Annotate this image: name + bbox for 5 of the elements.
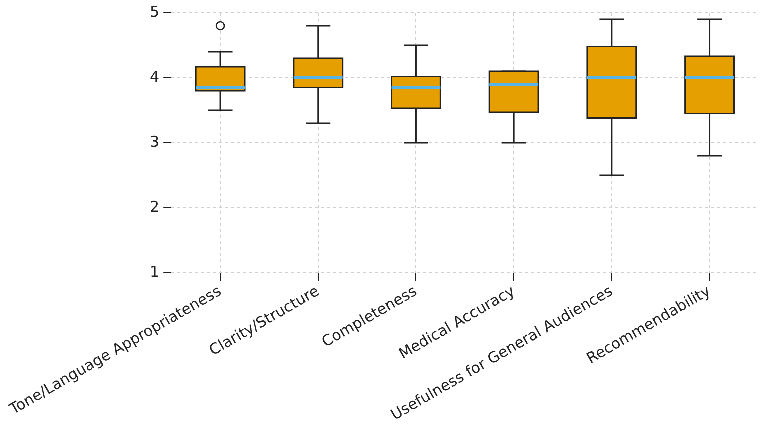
y-tick-label: 5 — [150, 2, 160, 21]
y-tick-label: 1 — [150, 262, 160, 281]
y-tick-label: 3 — [150, 132, 160, 151]
y-tick-label: 4 — [150, 68, 160, 86]
y-tick-label: 2 — [150, 198, 160, 216]
